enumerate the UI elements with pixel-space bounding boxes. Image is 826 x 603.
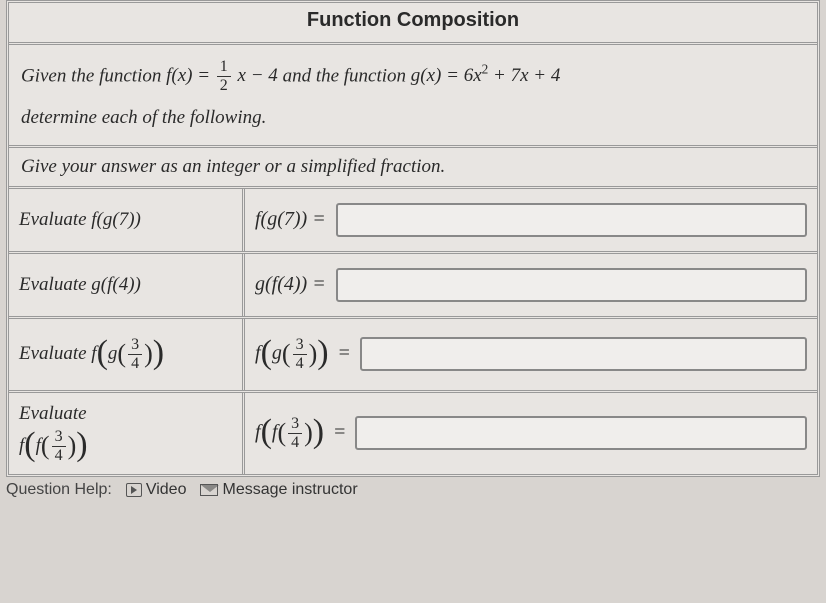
answer-input[interactable] bbox=[336, 203, 807, 237]
paren-icon: ) bbox=[304, 421, 313, 444]
paren-icon: ( bbox=[24, 431, 35, 458]
paren-icon: ) bbox=[309, 342, 318, 365]
f-definition: f(x) = 1 2 x − 4 bbox=[166, 65, 282, 86]
paren-icon: ) bbox=[153, 339, 164, 366]
given-text-mid: and the function bbox=[283, 65, 411, 86]
row-answer-cell: f(f(34)) = bbox=[245, 393, 817, 474]
f-rhs: x − 4 bbox=[238, 65, 278, 86]
paren-icon: ( bbox=[41, 434, 50, 457]
f-lhs: f(x) = bbox=[166, 65, 215, 86]
equals-sign: = bbox=[339, 342, 350, 364]
row-expression: f(f(34)) bbox=[19, 435, 88, 456]
determine-text: determine each of the following. bbox=[21, 107, 266, 128]
problem-statement: Given the function f(x) = 1 2 x − 4 and … bbox=[9, 45, 817, 148]
fraction-numerator: 1 bbox=[217, 59, 231, 77]
instruction-text: Give your answer as an integer or a simp… bbox=[9, 148, 817, 189]
fraction-numerator: 3 bbox=[128, 337, 142, 355]
paren-icon: ) bbox=[313, 418, 324, 445]
row-expression: f(g(7)) bbox=[91, 209, 141, 231]
row-expression: g(f(4)) bbox=[91, 274, 141, 296]
paren-icon: ) bbox=[68, 434, 77, 457]
answer-input[interactable] bbox=[360, 337, 807, 371]
row-answer-cell: f(g(34)) = bbox=[245, 319, 817, 390]
fraction-denominator: 2 bbox=[217, 77, 231, 94]
equals-sign: = bbox=[334, 421, 345, 443]
fraction-arg: 34 bbox=[128, 337, 142, 372]
worksheet-table: Function Composition Given the function … bbox=[6, 0, 820, 477]
video-label: Video bbox=[146, 481, 187, 499]
fraction-numerator: 3 bbox=[52, 429, 66, 447]
equation-label: g(f(4)) = bbox=[255, 273, 326, 296]
equation-label: f(g(7)) = bbox=[255, 208, 326, 231]
fraction-numerator: 3 bbox=[288, 416, 302, 434]
paren-icon: ( bbox=[261, 339, 272, 366]
paren-icon: ( bbox=[277, 421, 286, 444]
g-definition: g(x) = 6x2 + 7x + 4 bbox=[411, 65, 561, 86]
evaluate-label: Evaluate bbox=[19, 209, 87, 231]
fraction-denominator: 4 bbox=[293, 355, 307, 372]
table-row: Evaluate f(f(34)) f(f(34)) = bbox=[9, 393, 817, 474]
fraction-half: 1 2 bbox=[217, 59, 231, 94]
paren-icon: ( bbox=[282, 342, 291, 365]
fraction-denominator: 4 bbox=[52, 447, 66, 464]
equation-label: f(g(34)) = bbox=[255, 337, 350, 372]
answer-input[interactable] bbox=[355, 416, 807, 450]
g-lhs: g(x) = 6x bbox=[411, 65, 482, 86]
table-row: Evaluate f(g(34)) f(g(34)) = bbox=[9, 319, 817, 393]
message-label: Message instructor bbox=[222, 481, 357, 499]
paren-icon: ) bbox=[317, 339, 328, 366]
fraction-arg: 34 bbox=[52, 429, 66, 464]
evaluate-label: Evaluate bbox=[19, 274, 87, 296]
inner-fn: g bbox=[272, 342, 282, 364]
paren-icon: ( bbox=[261, 418, 272, 445]
video-link[interactable]: Video bbox=[126, 481, 187, 499]
fraction-denominator: 4 bbox=[128, 355, 142, 372]
fraction-denominator: 4 bbox=[288, 434, 302, 451]
g-tail: + 7x + 4 bbox=[488, 65, 560, 86]
given-text-pre: Given the function bbox=[21, 65, 166, 86]
paren-icon: ( bbox=[97, 339, 108, 366]
fraction-arg: 34 bbox=[293, 337, 307, 372]
row-label: Evaluate g(f(4)) bbox=[9, 254, 245, 316]
footer-bar: Question Help: Video Message instructor bbox=[6, 481, 820, 499]
paren-icon: ( bbox=[117, 342, 126, 365]
inner-fn: g bbox=[108, 343, 118, 364]
table-row: Evaluate g(f(4)) g(f(4)) = bbox=[9, 254, 817, 319]
evaluate-label: Evaluate bbox=[19, 343, 87, 365]
message-instructor-link[interactable]: Message instructor bbox=[200, 481, 357, 499]
fraction-numerator: 3 bbox=[293, 337, 307, 355]
row-answer-cell: g(f(4)) = bbox=[245, 254, 817, 316]
paren-icon: ) bbox=[76, 431, 87, 458]
video-icon bbox=[126, 483, 142, 497]
paren-icon: ) bbox=[144, 342, 153, 365]
page-title: Function Composition bbox=[9, 3, 817, 45]
help-label: Question Help: bbox=[6, 481, 112, 499]
row-label: Evaluate f(g(7)) bbox=[9, 189, 245, 251]
fraction-arg: 34 bbox=[288, 416, 302, 451]
row-answer-cell: f(g(7)) = bbox=[245, 189, 817, 251]
row-expression: f(g(34)) bbox=[91, 337, 164, 372]
equation-label: f(f(34)) = bbox=[255, 416, 345, 451]
row-label: Evaluate f(f(34)) bbox=[9, 393, 245, 474]
envelope-icon bbox=[200, 484, 218, 496]
answer-input[interactable] bbox=[336, 268, 807, 302]
table-row: Evaluate f(g(7)) f(g(7)) = bbox=[9, 189, 817, 254]
row-label: Evaluate f(g(34)) bbox=[9, 319, 245, 390]
evaluate-label: Evaluate bbox=[19, 403, 232, 425]
